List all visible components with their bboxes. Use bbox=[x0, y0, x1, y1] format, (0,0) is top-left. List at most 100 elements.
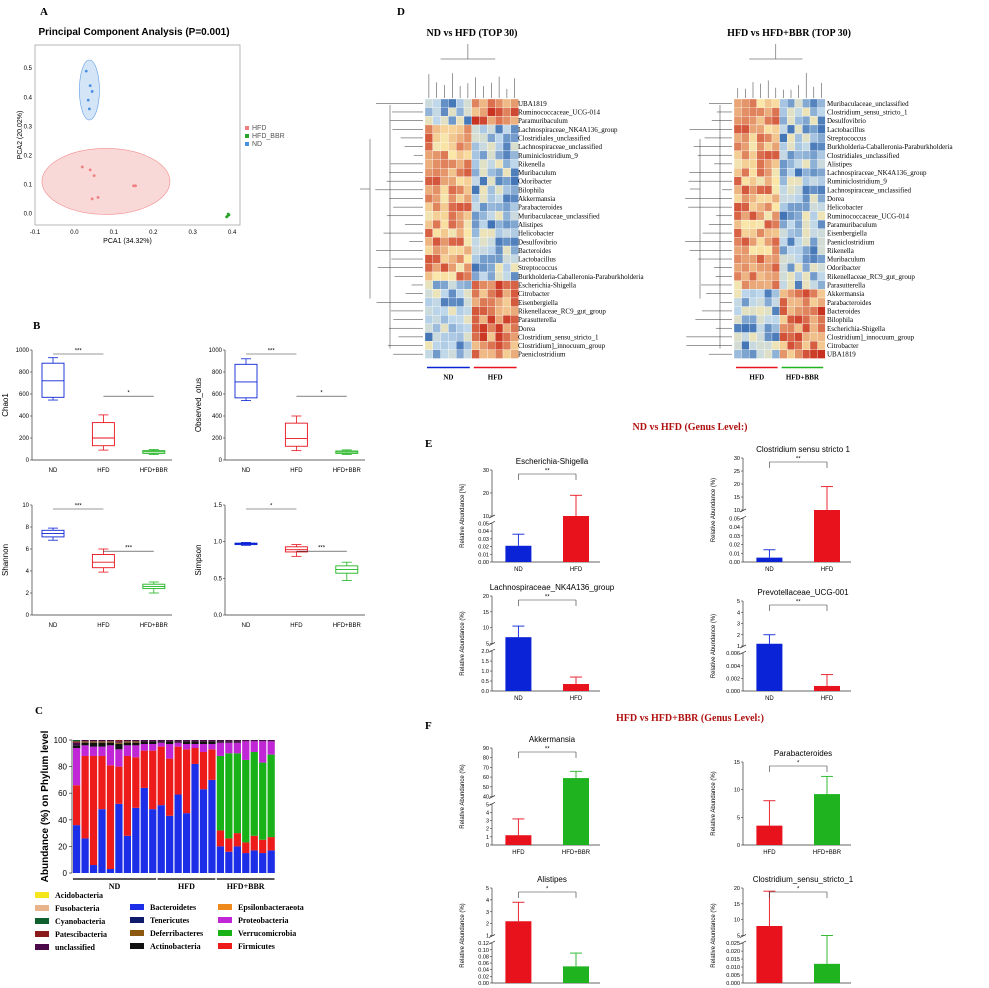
box-x-tick: HFD bbox=[97, 623, 110, 629]
axis-break-mark bbox=[488, 801, 496, 806]
heatmap-cell bbox=[779, 271, 788, 281]
bar-y-tick: 30 bbox=[483, 468, 489, 474]
heatmap-cell bbox=[771, 107, 780, 117]
heatmap-cell bbox=[440, 323, 449, 333]
pca-y-label: PCA2 (20.02%) bbox=[17, 111, 24, 160]
heatmap-cell bbox=[456, 116, 465, 126]
heatmap-cell bbox=[809, 323, 818, 333]
bar-y-tick: 2 bbox=[486, 922, 489, 928]
heatmap-cell bbox=[456, 341, 465, 351]
heatmap-cell bbox=[463, 211, 472, 221]
heatmap-cell bbox=[448, 245, 457, 255]
bar-y-tick: 0.08 bbox=[478, 954, 489, 960]
heat1-heatmap: ND vs HFD (TOP 30) UBA1819Ruminococcaceae… bbox=[360, 28, 644, 382]
heatmap-cell bbox=[448, 202, 457, 212]
sig-label: *** bbox=[318, 546, 326, 552]
heatmap-row-label: Clostridiales_unclassified bbox=[827, 152, 900, 160]
heatmap-cell bbox=[794, 280, 803, 290]
heatmap-cell bbox=[817, 237, 826, 247]
phylum-segment-actinobacteria bbox=[157, 741, 165, 743]
bar-y-tick: 15 bbox=[483, 610, 489, 616]
heatmap-cell bbox=[456, 280, 465, 290]
phylum-sample-bar bbox=[233, 740, 241, 873]
heatmap-cell bbox=[495, 159, 504, 169]
phylum-legend-swatch bbox=[35, 905, 49, 911]
heatmap-cell bbox=[787, 193, 795, 203]
heatmap-cell bbox=[741, 98, 750, 108]
bar-y-tick: 1.0 bbox=[481, 669, 489, 675]
heatmap-cell bbox=[487, 306, 496, 316]
heatmap-row-label: Lachnospiraceae_NK4A136_group bbox=[518, 126, 618, 134]
heatmap-cell bbox=[440, 289, 449, 299]
heatmap-cell bbox=[817, 219, 826, 229]
box-y-tick: 10 bbox=[22, 503, 29, 509]
heatmap-cell bbox=[456, 297, 465, 307]
heatmap-cell bbox=[463, 107, 472, 117]
bar-y-tick: 5 bbox=[486, 886, 489, 892]
heatmap-cell bbox=[771, 193, 780, 203]
heatmap-cell bbox=[463, 280, 472, 290]
pca-x-label: PCA1 (34.32%) bbox=[103, 238, 152, 245]
heatmap-cell bbox=[495, 185, 504, 195]
bar-chart-y-label: Relative Abundance [%] bbox=[460, 484, 466, 548]
heatmap-cell bbox=[817, 263, 826, 273]
heatmap-cell bbox=[756, 185, 765, 195]
heatmap-row-label: Bacteroides bbox=[518, 247, 551, 255]
heatmap-cell bbox=[771, 202, 780, 212]
heatmap-cell bbox=[440, 349, 449, 359]
heatmap-cell bbox=[771, 168, 780, 177]
phylum-segment-deferribacteres bbox=[89, 741, 98, 743]
heatmap-cell bbox=[432, 237, 441, 247]
heatmap-cell bbox=[802, 297, 811, 307]
heatmap-cell bbox=[479, 176, 488, 186]
heatmap-cell bbox=[779, 193, 788, 203]
heatmap-row-label: Clostridium_sensu_stricto_1 bbox=[827, 109, 908, 117]
heatmap-cell bbox=[809, 124, 818, 134]
heatmap-cell bbox=[779, 150, 788, 160]
heatmap-cell bbox=[471, 116, 480, 126]
bar-y-tick: 0.10 bbox=[478, 948, 489, 954]
bar-chart-y-label: Relative Abundance (%) bbox=[711, 771, 717, 835]
heatmap-cell bbox=[749, 107, 757, 117]
heatmap-cell bbox=[764, 219, 773, 229]
heatmap-cell bbox=[440, 263, 449, 273]
heatmap-cell bbox=[764, 297, 773, 307]
bar-chart-e1: Escherichia-Shigella Relative Abundance [… bbox=[460, 457, 600, 573]
box-y-tick: 1000 bbox=[16, 348, 30, 354]
heatmap-cell bbox=[471, 124, 480, 134]
phylum-segment-deferribacteres bbox=[115, 742, 123, 744]
heatmap-cell bbox=[733, 202, 742, 212]
heatmap-cell bbox=[741, 228, 750, 238]
nd-ellipse bbox=[79, 59, 100, 121]
phylum-segment-unclassified bbox=[225, 740, 233, 742]
phylum-segment-actinobacteria bbox=[98, 742, 106, 747]
bar-hfd-bbr bbox=[563, 966, 589, 983]
heatmap-cell bbox=[479, 332, 488, 342]
heatmap-cell bbox=[471, 297, 480, 307]
heatmap-cell bbox=[495, 289, 504, 299]
heatmap-cell bbox=[741, 168, 750, 177]
heatmap-cell bbox=[794, 349, 803, 359]
heatmap-cell bbox=[794, 289, 803, 299]
heatmap-cell bbox=[463, 254, 472, 264]
heatmap-cell bbox=[741, 176, 750, 186]
bar-chart-y-label: Relative Abundance (%) bbox=[460, 611, 466, 675]
heatmap-cell bbox=[779, 245, 788, 255]
sig-label: ** bbox=[545, 595, 550, 601]
heatmap-cell bbox=[502, 185, 511, 195]
bar-hfd bbox=[756, 926, 783, 983]
heatmap-cell bbox=[733, 297, 742, 307]
bar-y-tick: 0.02 bbox=[478, 974, 489, 980]
heatmap-cell bbox=[502, 193, 511, 203]
bar-y-tick: 0.03 bbox=[478, 537, 489, 543]
bar-chart-y-label: Relative Abundance (%) bbox=[711, 478, 717, 542]
sig-label: *** bbox=[75, 349, 83, 355]
phylum-y-label: Abundance (%) on Phylum level bbox=[40, 730, 51, 882]
heatmap-cell bbox=[424, 280, 433, 290]
bar-y-tick: 2.0 bbox=[481, 649, 489, 655]
heatmap-cell bbox=[749, 133, 757, 143]
heatmap-cell bbox=[794, 142, 803, 152]
heatmap-cell bbox=[487, 116, 496, 126]
axis-break-mark bbox=[488, 940, 496, 945]
phylum-legend-label: unclassified bbox=[55, 943, 96, 952]
